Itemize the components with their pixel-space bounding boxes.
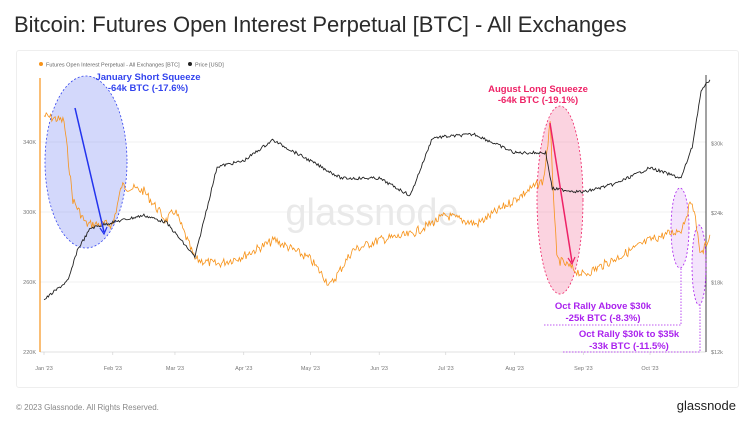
aug-arrow: [549, 122, 573, 263]
x-tick-label: Jan '23: [35, 366, 53, 372]
y-right-tick-label: $24k: [711, 211, 723, 217]
jan-title: January Short Squeeze: [95, 72, 200, 83]
oct1-title: Oct Rally Above $30k: [555, 301, 652, 312]
copyright: © 2023 Glassnode. All Rights Reserved.: [16, 403, 159, 412]
y-right-tick-label: $30k: [711, 142, 723, 148]
y-right-tick-label: $12k: [711, 350, 723, 356]
oct1-detail: -25k BTC (-8.3%): [566, 313, 641, 324]
x-tick-label: Jun '23: [370, 366, 388, 372]
x-tick-label: Sep '23: [574, 366, 592, 372]
oct1-ellipse: [670, 187, 690, 269]
series-price-line: [43, 79, 711, 301]
jan-detail: -64k BTC (-17.6%): [108, 83, 188, 94]
x-tick-label: Aug '23: [505, 366, 523, 372]
chart-card: [16, 50, 739, 388]
watermark: glassnode: [285, 192, 458, 234]
x-tick-label: May '23: [301, 366, 320, 372]
jan-arrowhead: [99, 226, 108, 236]
aug-title: August Long Squeeze: [488, 84, 588, 95]
x-tick-label: Oct '23: [641, 366, 658, 372]
legend-swatch-oi: [39, 62, 43, 66]
x-tick-label: Feb '23: [104, 366, 122, 372]
glassnode-logo[interactable]: glassnode: [676, 398, 736, 413]
aug-ellipse: [536, 105, 584, 295]
oct2-dotted-bracket: [563, 305, 701, 353]
legend-oi[interactable]: Futures Open Interest Perpetual - All Ex…: [46, 63, 180, 69]
legend-swatch-price: [188, 62, 192, 66]
series-open-interest-line: [43, 112, 711, 286]
legend-price[interactable]: Price [USD]: [195, 63, 224, 69]
y-left-tick-label: 260K: [23, 280, 36, 286]
jan-ellipse: [44, 75, 128, 249]
oct2-title: Oct Rally $30k to $35k: [579, 329, 680, 340]
aug-arrowhead: [567, 256, 576, 266]
x-tick-label: Apr '23: [235, 366, 252, 372]
y-left-tick-label: 300K: [23, 210, 36, 216]
oct2-detail: -33k BTC (-11.5%): [589, 341, 669, 352]
y-left-tick-label: 220K: [23, 350, 36, 356]
oct1-dotted-bracket: [544, 268, 682, 326]
jan-arrow: [74, 107, 105, 233]
x-tick-label: Mar '23: [166, 366, 184, 372]
y-right-tick-label: $18k: [711, 281, 723, 287]
aug-detail: -64k BTC (-19.1%): [498, 95, 578, 106]
page-title: Bitcoin: Futures Open Interest Perpetual…: [14, 12, 627, 37]
y-left-tick-label: 340K: [23, 140, 36, 146]
x-tick-label: Jul '23: [438, 366, 454, 372]
oct2-ellipse: [691, 224, 707, 306]
